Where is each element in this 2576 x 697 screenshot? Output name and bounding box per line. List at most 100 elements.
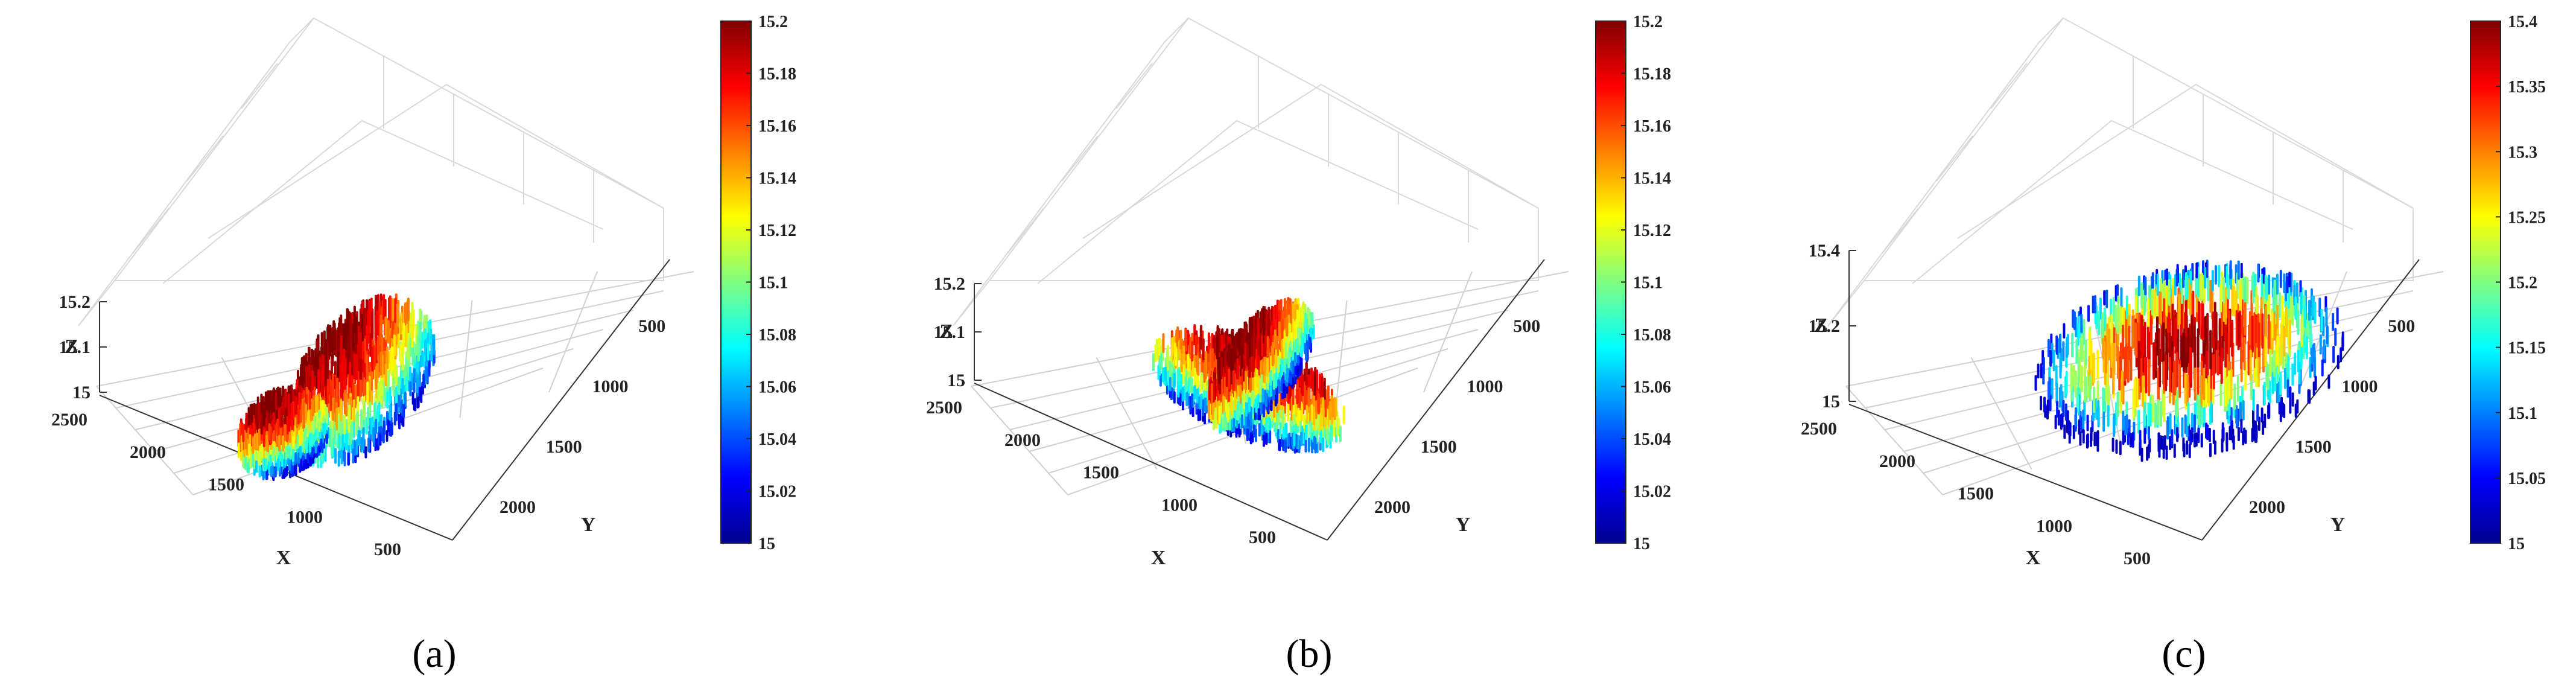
grid-line	[1096, 357, 1158, 469]
y-axis-label: Y	[581, 514, 596, 536]
grid-line	[459, 300, 473, 418]
grid-line	[548, 271, 598, 393]
grid-line	[1957, 83, 2414, 239]
grid-line	[1827, 18, 2064, 326]
grid-line	[132, 208, 170, 254]
colorbar-tick-label: 15.08	[758, 326, 796, 345]
y-tick-label: 2000	[2249, 497, 2285, 517]
colorbar-tick-label: 15.12	[1633, 221, 1671, 240]
z-tick-label: 15.1	[934, 322, 966, 342]
y-tick-label: 500	[638, 316, 665, 336]
grid-line	[241, 63, 278, 109]
y-tick-label: 1000	[592, 377, 629, 396]
surface	[237, 293, 436, 482]
axes-grid	[78, 17, 664, 326]
grid-line	[78, 208, 664, 326]
z-tick-label: 15	[72, 383, 90, 403]
colorbar-tick-label: 15.35	[2508, 78, 2546, 97]
x-tick-label: 500	[2124, 549, 2151, 568]
colorbar-tick-label: 15.1	[1633, 274, 1663, 293]
surface	[2034, 259, 2344, 462]
y-tick-label: 500	[1513, 316, 1540, 336]
y-axis-label: Y	[1456, 514, 1471, 536]
colorbar-tick-label: 15.25	[2508, 208, 2546, 227]
colorbar-tick-label: 15.05	[2508, 469, 2546, 488]
chart-panel-a: 15 15.1 15.2 2500 2000 1500 1000 500 500 1000 1500…	[51, 13, 796, 676]
colorbar-tick-label: 15.18	[758, 65, 796, 84]
y-tick-label: 1000	[2342, 377, 2378, 396]
colorbar-tick-label: 15.14	[1633, 170, 1671, 188]
grid-line	[114, 17, 664, 281]
x-tick-label: 1000	[2036, 516, 2072, 536]
x-tick-label: 500	[1249, 527, 1276, 547]
colorbar-tick-label: 15.16	[1633, 117, 1671, 136]
panel-caption: (a)	[412, 632, 456, 676]
colorbar-tick-label: 15.16	[758, 117, 796, 136]
colorbar-tick-label: 15.1	[758, 274, 788, 293]
chart-panel-b: 15 15.1 15.2 2500 2000 1500 1000 500 500 1000 1500…	[926, 13, 1671, 676]
grid-line	[1423, 271, 1473, 393]
grid-line	[1007, 208, 1044, 254]
surface	[1152, 297, 1345, 454]
z-axis-label: Z	[1814, 314, 1828, 337]
z-tick-label: 15	[947, 371, 965, 390]
colorbar-tick-label: 15.18	[1633, 65, 1671, 84]
colorbar-tick-label: 15	[1633, 535, 1650, 553]
x-tick-label: 2000	[130, 442, 166, 462]
grid-line	[96, 386, 194, 495]
x-tick-label: 2000	[1004, 430, 1041, 450]
x-tick-label: 1000	[287, 507, 323, 527]
x-tick-label: 1500	[1958, 484, 1994, 504]
z-tick-label: 15.2	[934, 274, 966, 294]
colorbar-tick-label: 15.12	[758, 221, 796, 240]
colorbar-tick-label: 15.02	[1633, 483, 1671, 501]
x-tick-label: 2500	[1801, 419, 1837, 439]
y-axis	[452, 259, 670, 541]
panel-caption: (c)	[2162, 632, 2206, 676]
colorbar-tick-label: 15.2	[2508, 274, 2537, 293]
grid-line	[1061, 135, 1099, 182]
z-axis-label: Z	[65, 336, 78, 358]
y-tick-label: 1000	[1467, 377, 1503, 396]
grid-line	[1884, 310, 2384, 430]
colorbar-tick-label: 15.04	[1633, 430, 1671, 449]
x-tick-label: 500	[374, 539, 401, 559]
y-tick-label: 2000	[1374, 497, 1410, 517]
grid-line	[971, 386, 1068, 495]
axes-grid	[1827, 17, 2414, 326]
colorbar-tick-label: 15.08	[1633, 326, 1671, 345]
y-tick-label: 1500	[1421, 437, 1457, 457]
z-tick-label: 15.2	[59, 292, 91, 312]
grid-line	[186, 135, 224, 182]
colorbar-tick-label: 15.2	[1633, 13, 1663, 31]
colorbar: 15 15.02 15.04 15.06 15.08 15.1 15.12 15.14 15.1…	[720, 13, 796, 553]
colorbar-tick-label: 15.2	[758, 13, 788, 31]
x-axis-label: X	[1151, 547, 1166, 569]
colorbar-tick-label: 15.14	[758, 170, 796, 188]
grid-line	[1082, 83, 1539, 239]
x-tick-label: 2500	[926, 398, 962, 418]
grid-line	[1882, 208, 1919, 254]
colorbar-tick-label: 15.15	[2508, 339, 2546, 358]
grid-line	[1970, 357, 2032, 469]
z-axis-label: Z	[939, 320, 953, 343]
panel-caption: (b)	[1286, 632, 1333, 676]
grid-line	[1936, 135, 1973, 182]
x-axis-label: X	[2026, 547, 2041, 569]
y-axis-label: Y	[2330, 514, 2346, 536]
colorbar-tick-label: 15.1	[2508, 404, 2537, 423]
z-tick-label: 15	[1822, 392, 1840, 412]
x-tick-label: 1500	[208, 475, 244, 495]
grid-line	[78, 18, 314, 326]
x-axis	[974, 383, 1328, 541]
x-axis	[1848, 404, 2203, 541]
chart-panel-c: 15 15.2 15.4 2500 2000 1500 1000 500 500 1000 1500…	[1801, 13, 2546, 676]
x-tick-label: 2500	[51, 410, 87, 430]
grid-line	[208, 83, 664, 239]
z-tick-label: 15.2	[1809, 316, 1841, 336]
grid-line	[989, 17, 1539, 281]
y-tick-label: 1500	[2295, 437, 2332, 457]
y-tick-label: 500	[2388, 316, 2415, 336]
x-axis-label: X	[276, 547, 291, 569]
